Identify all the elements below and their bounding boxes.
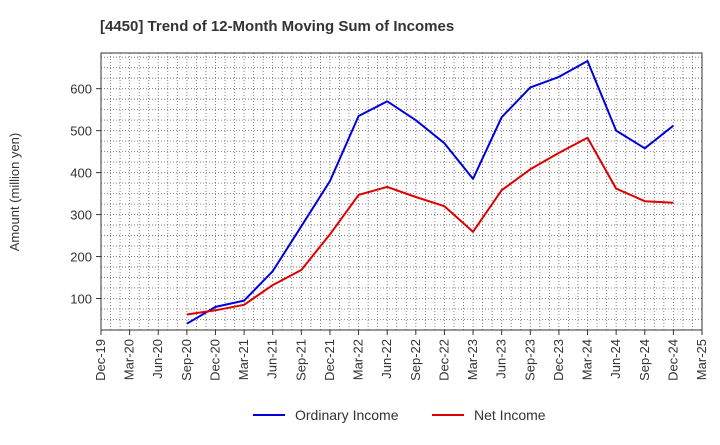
series-line-net-income: [186, 136, 674, 316]
chart-title: [4450] Trend of 12-Month Moving Sum of I…: [100, 18, 454, 35]
x-tick-label: Mar-23: [465, 339, 480, 380]
x-tick-label: Sep-23: [522, 339, 537, 381]
x-tick-label: Jun-22: [379, 339, 394, 379]
x-tick-label: Mar-20: [122, 339, 137, 380]
y-tick-label: 200: [70, 250, 92, 265]
legend-label: Ordinary Income: [295, 407, 399, 423]
x-axis-ticks: Dec-19 Mar-20 Jun-20 Sep-20 Dec-20 Mar-21 Jun-…: [93, 330, 709, 381]
x-tick-label: Sep-21: [293, 339, 308, 381]
x-tick-label: Jun-21: [265, 339, 280, 379]
x-tick-label: Mar-25: [694, 339, 709, 380]
y-tick-label: 300: [70, 208, 92, 223]
y-tick-label: 500: [70, 124, 92, 139]
x-tick-label: Sep-22: [408, 339, 423, 381]
y-tick-label: 400: [70, 166, 92, 181]
y-tick-label: 600: [70, 82, 92, 97]
x-tick-label: Jun-20: [150, 339, 165, 379]
x-tick-label: Sep-20: [179, 339, 194, 381]
x-tick-label: Dec-19: [93, 339, 108, 381]
plot-area-border: [100, 52, 703, 331]
y-axis-ticks: 100 200 300 400 500 600: [70, 82, 101, 307]
y-tick-label: 100: [70, 292, 92, 307]
x-tick-label: Jun-23: [494, 339, 509, 379]
series-lines: [186, 60, 675, 325]
x-tick-label: Mar-22: [351, 339, 366, 380]
x-tick-label: Mar-24: [580, 339, 595, 380]
x-tick-label: Dec-21: [322, 339, 337, 381]
x-tick-label: Dec-22: [436, 339, 451, 381]
x-tick-label: Dec-20: [207, 339, 222, 381]
x-tick-label: Dec-24: [665, 339, 680, 381]
legend-label: Net Income: [474, 407, 546, 423]
legend: Ordinary Income Net Income: [253, 407, 546, 423]
x-tick-label: Mar-21: [236, 339, 251, 380]
x-tick-label: Dec-23: [551, 339, 566, 381]
x-tick-label: Sep-24: [637, 339, 652, 381]
x-tick-label: Jun-24: [608, 339, 623, 379]
y-axis-label: Amount (million yen): [7, 133, 22, 252]
series-line-ordinary-income: [186, 60, 675, 325]
